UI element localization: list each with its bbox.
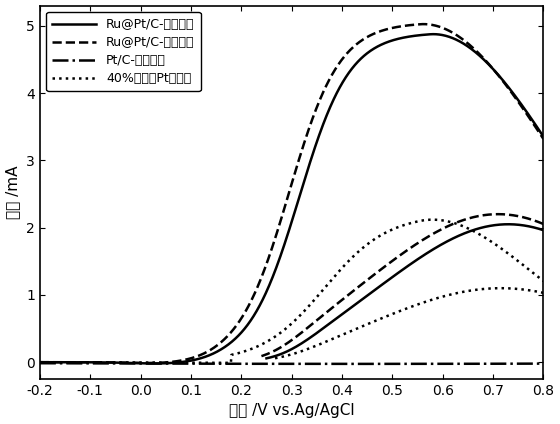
Pt/C-脉冲沉积 xyxy=(258,361,265,366)
Ru@Pt/C-直流沉积 xyxy=(36,360,43,365)
Pt/C-脉冲沉积 xyxy=(430,361,436,366)
Ru@Pt/C-脉冲沉积 xyxy=(540,134,547,139)
40%的商业Pt弬化剂 xyxy=(383,230,390,235)
40%的商业Pt弬化剂 xyxy=(241,349,248,354)
Line: Ru@Pt/C-脉冲沉积: Ru@Pt/C-脉冲沉积 xyxy=(40,34,543,363)
40%的商业Pt弬化剂 xyxy=(259,342,265,347)
40%的商业Pt弬化剂 xyxy=(439,218,446,223)
Line: Ru@Pt/C-直流沉积: Ru@Pt/C-直流沉积 xyxy=(40,24,543,363)
Ru@Pt/C-脉冲沉积 xyxy=(259,298,265,303)
Pt/C-脉冲沉积 xyxy=(439,361,446,366)
Pt/C-脉冲沉积 xyxy=(36,361,43,366)
Ru@Pt/C-脉冲沉积 xyxy=(439,33,446,38)
Ru@Pt/C-直流沉积 xyxy=(259,273,265,278)
Line: Pt/C-脉冲沉积: Pt/C-脉冲沉积 xyxy=(40,363,543,364)
Pt/C-脉冲沉积 xyxy=(353,361,360,366)
Y-axis label: 电流 /mA: 电流 /mA xyxy=(6,165,21,219)
40%的商业Pt弬化剂 xyxy=(540,279,547,284)
Pt/C-脉冲沉积 xyxy=(240,361,247,366)
Pt/C-脉冲沉积 xyxy=(383,361,390,366)
Pt/C-脉冲沉积 xyxy=(88,361,95,366)
40%的商业Pt弬化剂 xyxy=(227,360,234,365)
40%的商业Pt弬化剂 xyxy=(88,360,95,365)
Ru@Pt/C-脉冲沉积 xyxy=(430,32,437,37)
Line: 40%的商业Pt弬化剂: 40%的商业Pt弬化剂 xyxy=(40,220,543,363)
Ru@Pt/C-直流沉积 xyxy=(439,25,446,31)
Ru@Pt/C-直流沉积 xyxy=(420,22,427,27)
Ru@Pt/C-直流沉积 xyxy=(241,312,248,317)
Legend: Ru@Pt/C-脉冲沉积, Ru@Pt/C-直流沉积, Pt/C-脉冲沉积, 40%的商业Pt弬化剂: Ru@Pt/C-脉冲沉积, Ru@Pt/C-直流沉积, Pt/C-脉冲沉积, 4… xyxy=(46,12,201,91)
Ru@Pt/C-脉冲沉积 xyxy=(151,361,157,366)
40%的商业Pt弬化剂 xyxy=(429,217,436,222)
40%的商业Pt弬化剂 xyxy=(430,217,437,222)
Ru@Pt/C-直流沉积 xyxy=(144,360,151,365)
Ru@Pt/C-脉冲沉积 xyxy=(383,40,390,45)
Ru@Pt/C-脉冲沉积 xyxy=(36,360,43,365)
Pt/C-脉冲沉积 xyxy=(540,361,547,366)
Ru@Pt/C-脉冲沉积 xyxy=(88,360,95,365)
Ru@Pt/C-直流沉积 xyxy=(88,360,95,365)
Ru@Pt/C-直流沉积 xyxy=(540,137,547,142)
Ru@Pt/C-直流沉积 xyxy=(430,22,437,28)
Ru@Pt/C-直流沉积 xyxy=(383,27,390,32)
X-axis label: 电压 /V vs.Ag/AgCl: 电压 /V vs.Ag/AgCl xyxy=(229,404,354,418)
Ru@Pt/C-脉冲沉积 xyxy=(241,327,248,332)
40%的商业Pt弬化剂 xyxy=(36,360,43,365)
Ru@Pt/C-脉冲沉积 xyxy=(430,32,436,37)
